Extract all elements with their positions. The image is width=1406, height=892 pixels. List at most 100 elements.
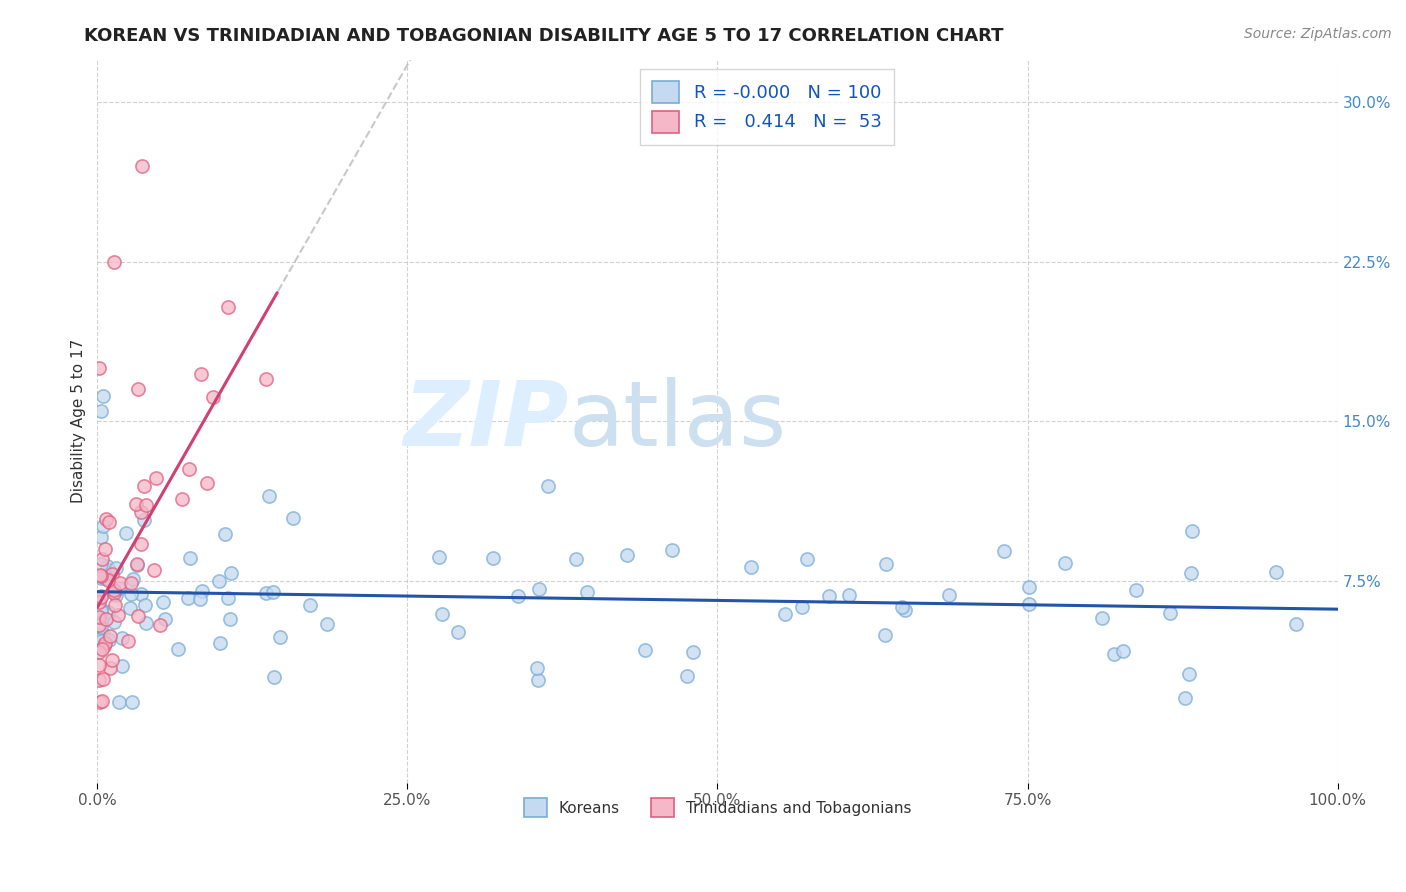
Point bbox=[993, 544, 1015, 558]
Point bbox=[94, 512, 117, 526]
Point bbox=[103, 586, 125, 600]
Point bbox=[98, 629, 121, 643]
Point bbox=[108, 695, 131, 709]
Point bbox=[105, 588, 128, 602]
Point bbox=[90, 610, 112, 624]
Point bbox=[122, 572, 145, 586]
Point bbox=[129, 587, 152, 601]
Point bbox=[1180, 566, 1202, 580]
Point bbox=[1125, 582, 1147, 597]
Point bbox=[446, 625, 468, 640]
Point bbox=[105, 561, 128, 575]
Point bbox=[427, 549, 450, 564]
Point bbox=[132, 479, 155, 493]
Point bbox=[740, 560, 762, 574]
Point bbox=[93, 571, 115, 585]
Point bbox=[179, 462, 201, 476]
Point bbox=[93, 639, 115, 653]
Point bbox=[190, 367, 212, 381]
Y-axis label: Disability Age 5 to 17: Disability Age 5 to 17 bbox=[72, 339, 86, 503]
Point bbox=[634, 643, 657, 657]
Point bbox=[281, 510, 304, 524]
Point bbox=[108, 575, 131, 590]
Point bbox=[430, 607, 453, 621]
Point bbox=[873, 628, 896, 642]
Point bbox=[526, 661, 548, 675]
Point bbox=[616, 548, 638, 562]
Point bbox=[121, 695, 143, 709]
Point bbox=[661, 542, 683, 557]
Point bbox=[90, 403, 112, 417]
Point bbox=[127, 558, 149, 572]
Point bbox=[104, 599, 127, 613]
Point bbox=[89, 610, 111, 624]
Point bbox=[97, 605, 120, 619]
Point bbox=[87, 658, 110, 673]
Point bbox=[91, 389, 114, 403]
Point bbox=[132, 513, 155, 527]
Point bbox=[91, 519, 114, 533]
Point bbox=[143, 563, 166, 577]
Point bbox=[91, 672, 114, 686]
Point bbox=[838, 588, 860, 602]
Point bbox=[217, 591, 239, 605]
Point bbox=[129, 537, 152, 551]
Point bbox=[938, 588, 960, 602]
Point bbox=[1159, 607, 1181, 621]
Point bbox=[127, 383, 149, 397]
Point bbox=[90, 552, 112, 566]
Point bbox=[167, 642, 190, 657]
Point bbox=[254, 371, 277, 385]
Point bbox=[127, 609, 149, 624]
Point bbox=[565, 552, 588, 566]
Point bbox=[153, 612, 176, 626]
Point bbox=[87, 618, 110, 632]
Point bbox=[682, 645, 704, 659]
Point bbox=[190, 584, 212, 599]
Point bbox=[254, 586, 277, 600]
Text: Source: ZipAtlas.com: Source: ZipAtlas.com bbox=[1244, 27, 1392, 41]
Point bbox=[214, 527, 236, 541]
Point bbox=[1181, 524, 1204, 538]
Point bbox=[89, 568, 111, 582]
Point bbox=[90, 557, 112, 571]
Point bbox=[482, 551, 505, 566]
Point bbox=[90, 530, 112, 544]
Point bbox=[209, 636, 232, 650]
Point bbox=[792, 599, 814, 614]
Text: ZIP: ZIP bbox=[404, 377, 568, 466]
Text: atlas: atlas bbox=[568, 377, 787, 466]
Point bbox=[103, 615, 125, 630]
Point bbox=[120, 601, 142, 615]
Point bbox=[676, 669, 699, 683]
Point bbox=[87, 644, 110, 658]
Point bbox=[576, 585, 599, 599]
Point bbox=[257, 489, 280, 503]
Point bbox=[90, 604, 112, 618]
Point bbox=[94, 541, 117, 556]
Point bbox=[262, 585, 284, 599]
Point bbox=[134, 598, 156, 612]
Point bbox=[1018, 597, 1040, 611]
Point bbox=[152, 595, 174, 609]
Point bbox=[217, 300, 239, 314]
Point bbox=[103, 583, 125, 598]
Point bbox=[111, 658, 134, 673]
Point bbox=[1112, 644, 1135, 658]
Point bbox=[117, 634, 139, 648]
Point bbox=[875, 558, 897, 572]
Point bbox=[1174, 691, 1197, 706]
Point bbox=[107, 608, 129, 623]
Point bbox=[90, 570, 112, 584]
Point bbox=[108, 582, 131, 596]
Point bbox=[202, 390, 225, 404]
Point bbox=[796, 551, 818, 566]
Point bbox=[101, 653, 124, 667]
Point bbox=[891, 599, 914, 614]
Point bbox=[103, 254, 125, 268]
Point bbox=[1265, 565, 1288, 579]
Point bbox=[298, 598, 321, 612]
Point bbox=[90, 590, 112, 604]
Point bbox=[101, 567, 124, 582]
Point bbox=[131, 159, 153, 173]
